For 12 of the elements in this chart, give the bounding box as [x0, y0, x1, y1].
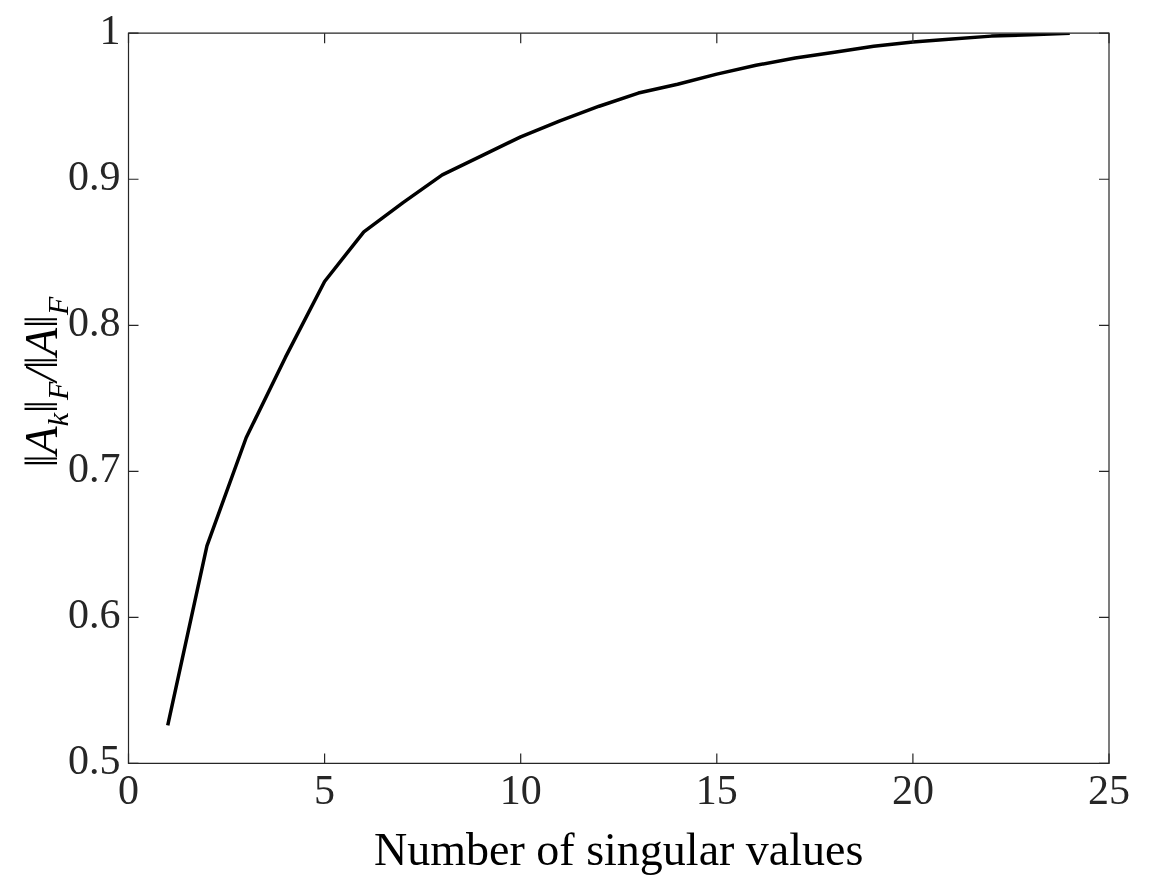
x-tick-label: 10: [499, 766, 542, 813]
x-tick-label: 5: [314, 766, 336, 813]
y-tick-label: 0.8: [68, 299, 121, 346]
x-tick-label: 25: [1088, 766, 1130, 813]
y-tick-label: 0.5: [68, 737, 121, 784]
y-tick-label: 0.6: [68, 591, 121, 638]
y-tick-label: 1: [99, 7, 121, 54]
x-tick-label: 20: [891, 766, 934, 813]
x-tick-label: 15: [695, 766, 738, 813]
x-axis-title: Number of singular values: [374, 824, 864, 876]
y-tick-label: 0.9: [68, 153, 121, 200]
x-tick-label: 0: [118, 766, 139, 813]
